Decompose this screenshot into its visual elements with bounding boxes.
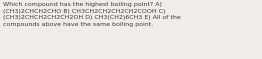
Text: Which compound has the highest boiling point? A)
(CH3)2CHCH2CHO B) CH3CH2CH2CH2C: Which compound has the highest boiling p… — [3, 2, 181, 27]
